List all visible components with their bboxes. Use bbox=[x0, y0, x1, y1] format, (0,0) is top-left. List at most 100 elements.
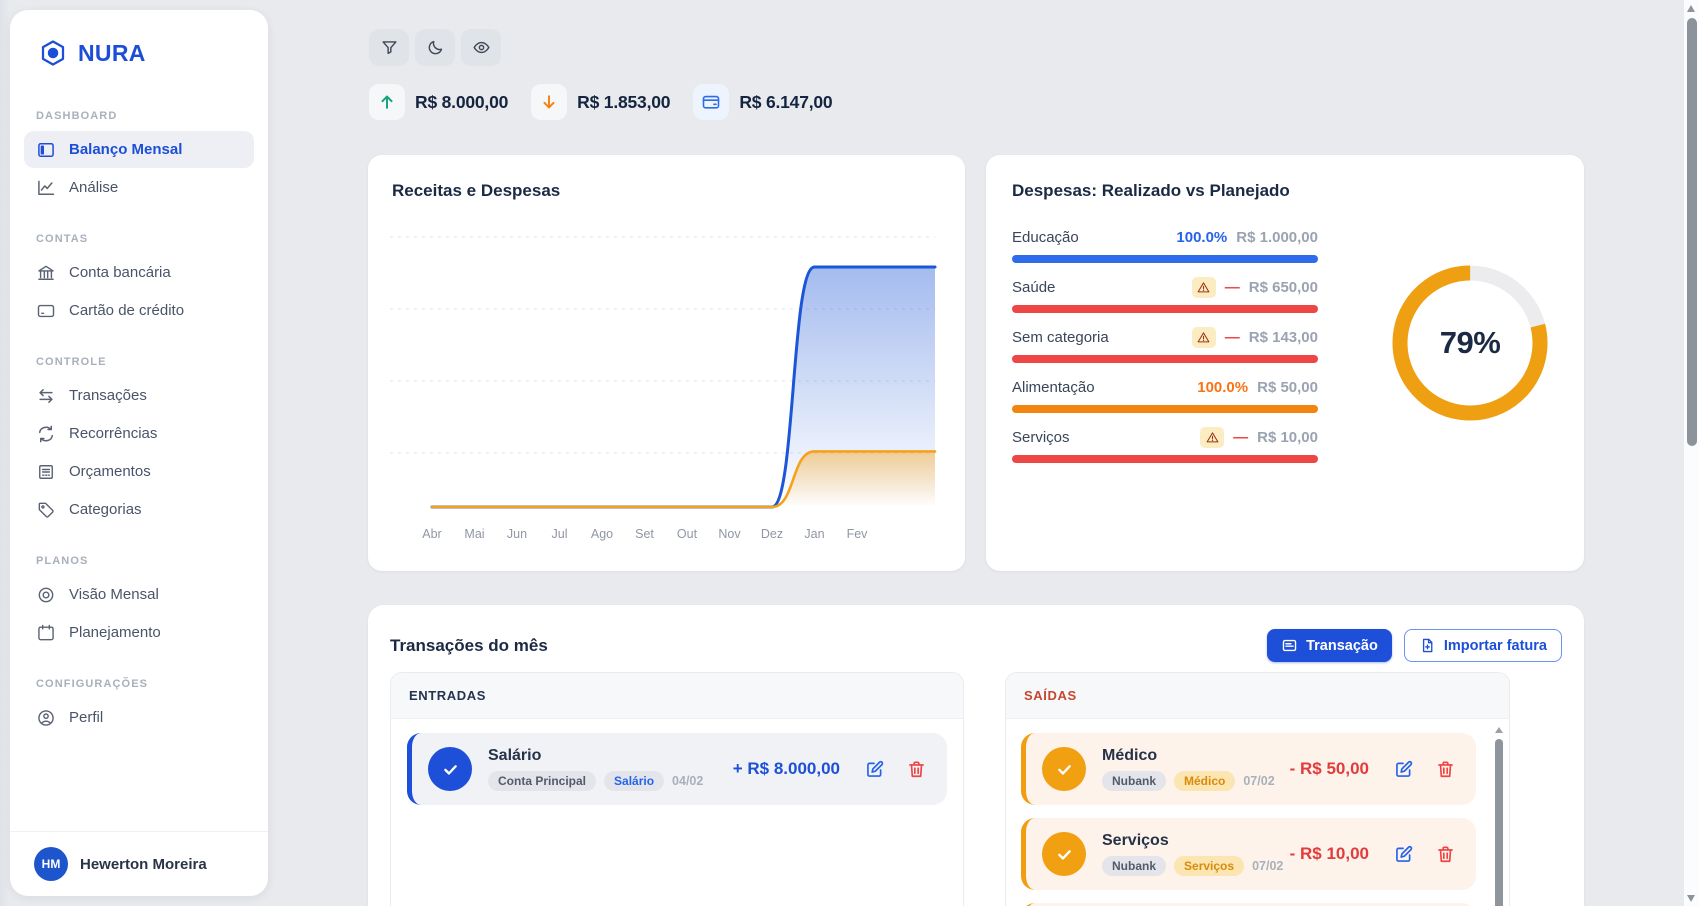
sidebar-item-orcamentos[interactable]: Orçamentos bbox=[24, 453, 254, 490]
stat-value: R$ 1.853,00 bbox=[577, 91, 671, 112]
budget-percent: 100.0% bbox=[1197, 379, 1249, 396]
income-list: ENTRADAS Salário Conta Principal Salário… bbox=[390, 672, 964, 906]
svg-text:Out: Out bbox=[677, 527, 698, 541]
budget-row-educacao: Educação 100.0% R$ 1.000,00 bbox=[1012, 227, 1318, 263]
sidebar-item-analise[interactable]: Análise bbox=[24, 169, 254, 206]
sidebar-item-conta-bancaria[interactable]: Conta bancária bbox=[24, 254, 254, 291]
income-expense-chart-card: Receitas e Despesas Abr Mai Jun Jul Ago Set Ou… bbox=[368, 155, 965, 571]
budget-donut: 79% bbox=[1390, 263, 1550, 423]
expense-list-scrollbar[interactable] bbox=[1495, 727, 1503, 906]
sidebar-item-label: Perfil bbox=[69, 709, 104, 726]
sidebar-item-visao-mensal[interactable]: Visão Mensal bbox=[24, 576, 254, 613]
warning-icon bbox=[1200, 427, 1225, 448]
budget-progress-bar bbox=[1012, 305, 1318, 313]
transaction-amount: + R$ 8.000,00 bbox=[732, 759, 840, 778]
donut-percent: 79% bbox=[1439, 325, 1501, 360]
edit-icon bbox=[1393, 759, 1414, 780]
transaction-amount: - R$ 50,00 bbox=[1289, 759, 1369, 778]
transaction-date: 07/02 bbox=[1252, 859, 1284, 873]
trash-icon bbox=[1435, 759, 1456, 780]
page-scrollbar[interactable] bbox=[1684, 0, 1699, 906]
scroll-up-arrow-icon[interactable] bbox=[1687, 5, 1695, 12]
sidebar-item-label: Recorrências bbox=[69, 425, 158, 442]
calendar-icon bbox=[36, 623, 56, 643]
delete-button[interactable] bbox=[906, 759, 927, 780]
stat-saldo: R$ 6.147,00 bbox=[693, 84, 838, 120]
edit-button[interactable] bbox=[1393, 759, 1414, 780]
account-badge: Nubank bbox=[1102, 856, 1167, 876]
income-header: ENTRADAS bbox=[409, 688, 487, 703]
expense-header: SAÍDAS bbox=[1024, 688, 1077, 703]
category-badge: Serviços bbox=[1174, 856, 1245, 876]
sidebar: NURA DASHBOARD Balanço Mensal Análise CO… bbox=[10, 10, 268, 896]
layout-icon bbox=[36, 140, 56, 160]
budget-progress-bar bbox=[1012, 255, 1318, 263]
brand-name: NURA bbox=[78, 39, 146, 66]
warning-icon bbox=[1191, 327, 1216, 348]
user-footer[interactable]: HM Hewerton Moreira bbox=[10, 831, 268, 896]
sidebar-item-label: Categorias bbox=[69, 501, 142, 518]
svg-text:Ago: Ago bbox=[591, 527, 613, 541]
sidebar-item-balanco-mensal[interactable]: Balanço Mensal bbox=[24, 131, 254, 168]
scroll-down-arrow-icon[interactable] bbox=[1687, 895, 1695, 902]
svg-text:Jul: Jul bbox=[552, 527, 568, 541]
transaction-title: Médico bbox=[1102, 747, 1158, 764]
transaction-row: Salário Conta Principal Salário 04/02 + … bbox=[407, 733, 947, 805]
scrollbar-thumb[interactable] bbox=[1495, 739, 1503, 906]
account-badge: Nubank bbox=[1102, 771, 1167, 791]
file-import-icon bbox=[1419, 637, 1436, 654]
edit-button[interactable] bbox=[864, 759, 885, 780]
stat-despesas: R$ 1.853,00 bbox=[531, 84, 676, 120]
sidebar-item-label: Análise bbox=[69, 179, 119, 196]
dark-mode-button[interactable] bbox=[415, 29, 455, 66]
no-percent-dash: — bbox=[1224, 279, 1240, 296]
sidebar-nav: DASHBOARD Balanço Mensal Análise CONTAS … bbox=[10, 110, 268, 736]
stat-receitas: R$ 8.000,00 bbox=[369, 84, 514, 120]
category-badge: Médico bbox=[1174, 771, 1236, 791]
sidebar-item-label: Cartão de crédito bbox=[69, 302, 185, 319]
arrow-up-icon bbox=[369, 84, 405, 120]
wallet-icon bbox=[693, 84, 730, 120]
budget-category: Educação bbox=[1012, 229, 1079, 246]
moon-icon bbox=[426, 38, 445, 57]
sidebar-item-categorias[interactable]: Categorias bbox=[24, 491, 254, 528]
budget-value: R$ 650,00 bbox=[1248, 279, 1318, 296]
sidebar-item-label: Orçamentos bbox=[69, 463, 151, 480]
budget-rows: Educação 100.0% R$ 1.000,00 Saúde — R$ 6… bbox=[1012, 227, 1318, 477]
transaction-date: 04/02 bbox=[672, 774, 704, 788]
budget-value: R$ 143,00 bbox=[1248, 329, 1318, 346]
no-percent-dash: — bbox=[1233, 429, 1249, 446]
scroll-up-arrow-icon[interactable] bbox=[1495, 727, 1503, 733]
budget-title: Despesas: Realizado vs Planejado bbox=[1012, 181, 1290, 200]
budget-category: Serviços bbox=[1012, 429, 1070, 446]
stat-value: R$ 8.000,00 bbox=[415, 91, 509, 112]
budget-progress-bar bbox=[1012, 455, 1318, 463]
user-icon bbox=[36, 708, 56, 728]
sidebar-item-planejamento[interactable]: Planejamento bbox=[24, 614, 254, 651]
sidebar-item-label: Balanço Mensal bbox=[69, 141, 183, 158]
import-invoice-button[interactable]: Importar fatura bbox=[1403, 629, 1562, 662]
credit-card-icon bbox=[36, 301, 56, 321]
bank-icon bbox=[36, 263, 56, 283]
new-transaction-button[interactable]: Transação bbox=[1267, 629, 1392, 662]
sidebar-item-label: Planejamento bbox=[69, 624, 161, 641]
sidebar-item-recorrencias[interactable]: Recorrências bbox=[24, 415, 254, 452]
sidebar-item-cartao-de-credito[interactable]: Cartão de crédito bbox=[24, 292, 254, 329]
edit-button[interactable] bbox=[1393, 844, 1414, 865]
nav-section-controle: CONTROLE bbox=[36, 356, 107, 368]
svg-text:Nov: Nov bbox=[718, 527, 741, 541]
sidebar-item-perfil[interactable]: Perfil bbox=[24, 699, 254, 736]
transaction-date: 07/02 bbox=[1243, 774, 1275, 788]
transactions-title: Transações do mês bbox=[390, 635, 548, 655]
user-name: Hewerton Moreira bbox=[80, 855, 207, 873]
svg-text:Set: Set bbox=[635, 527, 654, 541]
visibility-button[interactable] bbox=[461, 29, 501, 66]
filter-button[interactable] bbox=[369, 29, 409, 66]
delete-button[interactable] bbox=[1435, 759, 1456, 780]
target-icon bbox=[36, 585, 56, 605]
scrollbar-thumb[interactable] bbox=[1686, 18, 1697, 446]
sidebar-item-transacoes[interactable]: Transações bbox=[24, 377, 254, 414]
stat-value: R$ 6.147,00 bbox=[739, 91, 833, 112]
delete-button[interactable] bbox=[1435, 844, 1456, 865]
transaction-title: Salário bbox=[488, 747, 542, 764]
